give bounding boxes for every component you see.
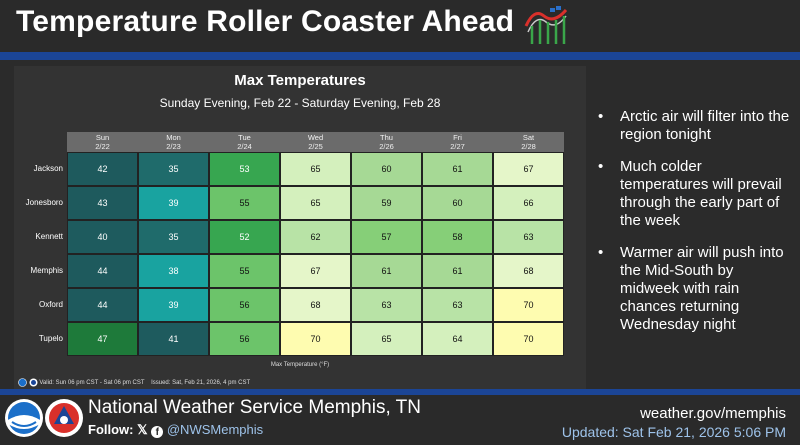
- temperature-cell: 42: [67, 152, 138, 186]
- nws-mini-icon: [29, 378, 38, 387]
- website-link[interactable]: weather.gov/memphis: [640, 405, 786, 422]
- footer: National Weather Service Memphis, TN Fol…: [0, 395, 800, 445]
- social-handle-link[interactable]: @NWSMemphis: [166, 422, 264, 437]
- temperature-cell: 70: [493, 288, 564, 322]
- column-header: Fri 2/27: [422, 132, 493, 152]
- row-label: Jonesboro: [25, 198, 63, 207]
- temperature-cell: 65: [280, 152, 351, 186]
- legend-label: Max Temperature (°F): [270, 362, 330, 368]
- temperature-cell: 38: [138, 254, 209, 288]
- chart-subtitle: Sunday Evening, Feb 22 - Saturday Evenin…: [159, 96, 441, 110]
- temperature-cell: 67: [493, 152, 564, 186]
- temperature-cell: 39: [138, 186, 209, 220]
- temperature-cell: 63: [351, 288, 422, 322]
- column-date: 2/26: [379, 142, 394, 151]
- temperature-cell: 47: [67, 322, 138, 356]
- nws-logo: [45, 399, 83, 437]
- temperature-cell: 55: [209, 186, 280, 220]
- header-divider: [0, 52, 800, 60]
- follow-label: Follow:: [88, 422, 134, 437]
- temperature-cell: 59: [351, 186, 422, 220]
- column-day: Mon: [166, 133, 181, 142]
- column-date: 2/27: [450, 142, 465, 151]
- bullet-list: • Arctic air will filter into the region …: [598, 108, 794, 348]
- header: Temperature Roller Coaster Ahead: [0, 0, 800, 52]
- column-header: Sun 2/22: [67, 132, 138, 152]
- column-day: Thu: [380, 133, 393, 142]
- column-day: Sat: [522, 133, 535, 142]
- row-label: Tupelo: [38, 334, 63, 343]
- temperature-cell: 67: [280, 254, 351, 288]
- temperature-cell: 44: [67, 288, 138, 322]
- temperature-cell: 70: [493, 322, 564, 356]
- temperature-cell: 56: [209, 322, 280, 356]
- temperature-cell: 61: [422, 152, 493, 186]
- column-header: Mon 2/23: [138, 132, 209, 152]
- temperature-cell: 55: [209, 254, 280, 288]
- valid-text: Valid: Sun 06 pm CST - Sat 06 pm CST: [39, 380, 145, 387]
- noaa-mini-icon: [18, 378, 27, 387]
- column-day: Tue: [238, 133, 251, 142]
- issued-text: Issued: Sat, Feb 21, 2026, 4 pm CST: [151, 380, 251, 387]
- temperature-cell: 57: [351, 220, 422, 254]
- bullet-item: • Warmer air will push into the Mid-South…: [598, 244, 784, 333]
- valid-info: Valid: Sun 06 pm CST - Sat 06 pm CST Iss…: [18, 378, 250, 387]
- temperature-cell: 65: [280, 186, 351, 220]
- column-date: 2/28: [521, 142, 536, 151]
- bullet-item: • Much colder temperatures will prevail t…: [598, 158, 782, 229]
- temperature-cell: 43: [67, 186, 138, 220]
- temperature-cell: 66: [493, 186, 564, 220]
- temperature-cell: 70: [280, 322, 351, 356]
- footer-divider: [0, 389, 800, 395]
- column-header: Thu 2/26: [351, 132, 422, 152]
- column-day: Wed: [307, 133, 324, 142]
- temperature-cell: 52: [209, 220, 280, 254]
- temperature-cell: 63: [422, 288, 493, 322]
- temperature-cell: 62: [280, 220, 351, 254]
- column-header: Wed 2/25: [280, 132, 351, 152]
- temperature-cell: 58: [422, 220, 493, 254]
- column-date: 2/24: [237, 142, 252, 151]
- temperature-cell: 60: [422, 186, 493, 220]
- temperature-cell: 61: [351, 254, 422, 288]
- row-label: Jackson: [33, 164, 63, 173]
- chart-panel: Max Temperatures Sunday Evening, Feb 22 …: [14, 66, 586, 392]
- noaa-logo: [5, 399, 43, 437]
- temperature-cell: 53: [209, 152, 280, 186]
- temperature-cell: 68: [493, 254, 564, 288]
- column-day: Sun: [95, 133, 110, 142]
- follow-row: Follow: 𝕏 f @NWSMemphis: [88, 422, 263, 438]
- facebook-icon[interactable]: f: [151, 426, 164, 438]
- row-label: Memphis: [30, 266, 63, 275]
- temperature-cell: 41: [138, 322, 209, 356]
- temperature-cell: 40: [67, 220, 138, 254]
- temperature-cell: 35: [138, 220, 209, 254]
- temperature-cell: 65: [351, 322, 422, 356]
- roller-coaster-icon: [524, 6, 568, 44]
- temperature-cell: 64: [422, 322, 493, 356]
- column-header: Tue 2/24: [209, 132, 280, 152]
- temperature-cell: 56: [209, 288, 280, 322]
- column-date: 2/22: [95, 142, 110, 151]
- page-title: Temperature Roller Coaster Ahead: [16, 5, 515, 38]
- x-icon[interactable]: 𝕏: [137, 422, 148, 437]
- row-label: Kennett: [35, 232, 63, 241]
- chart-title: Max Temperatures: [234, 72, 366, 89]
- updated-timestamp: Updated: Sat Feb 21, 2026 5:06 PM: [561, 424, 786, 440]
- column-header: Sat 2/28: [493, 132, 564, 152]
- temperature-cell: 39: [138, 288, 209, 322]
- row-label: Oxford: [38, 300, 63, 309]
- column-date: 2/25: [308, 142, 323, 151]
- bullet-item: • Arctic air will filter into the region …: [598, 108, 790, 143]
- temperature-cell: 44: [67, 254, 138, 288]
- temperature-cell: 61: [422, 254, 493, 288]
- temperature-cell: 63: [493, 220, 564, 254]
- column-day: Fri: [453, 133, 462, 142]
- temperature-cell: 60: [351, 152, 422, 186]
- column-date: 2/23: [166, 142, 181, 151]
- temperature-cell: 35: [138, 152, 209, 186]
- office-name: National Weather Service Memphis, TN: [88, 397, 421, 418]
- temperature-cell: 68: [280, 288, 351, 322]
